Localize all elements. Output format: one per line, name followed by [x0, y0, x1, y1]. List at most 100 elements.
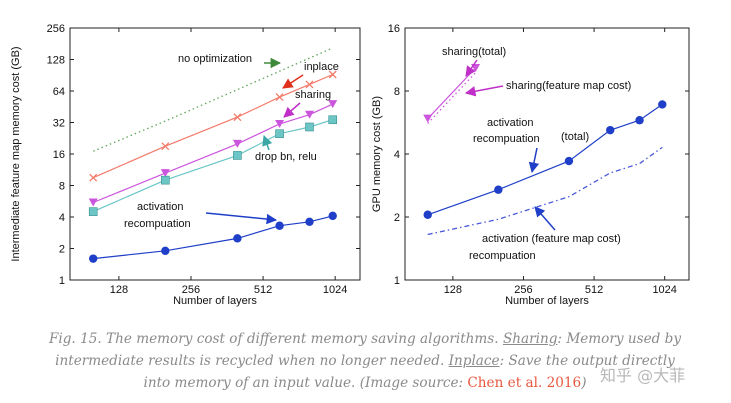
y-tick-label: 8	[59, 181, 65, 193]
arrow-activation	[205, 212, 278, 225]
arrow-sharing-total	[465, 59, 478, 77]
x-tick-label: 128	[444, 284, 462, 296]
caption-inplace-term: Inplace	[448, 353, 500, 369]
data-point-inplace	[328, 70, 337, 79]
y-tick-label: 2	[59, 244, 65, 256]
data-point-activation-recompuation	[89, 254, 98, 263]
y-tick-label: 128	[47, 55, 65, 67]
arrow-inplace	[282, 74, 304, 89]
data-point-activation-recompuation-total-	[564, 156, 574, 166]
left-ylabel: Intermediate feature map memory cost (GB…	[10, 46, 22, 261]
y-tick-label: 2	[394, 212, 400, 224]
label-sharing-total: sharing(total)	[442, 46, 506, 58]
data-point-inplace	[275, 93, 284, 102]
data-point-drop-bn-relu	[161, 175, 170, 185]
label-activation-total: activation	[487, 117, 533, 129]
x-tick-label: 512	[585, 284, 603, 296]
label-recompuation: recompuation	[124, 218, 191, 230]
caption-text-2: : Memory used by intermediate results is…	[55, 331, 682, 369]
caption-fig-number: Fig. 15.	[48, 331, 102, 347]
right-xlabel: Number of layers	[505, 295, 589, 307]
caption-sharing-term: Sharing	[502, 331, 558, 347]
label-no-optimization: no optimization	[178, 53, 252, 65]
x-tick-label: 128	[110, 284, 128, 296]
data-point-activation-recompuation-total-	[606, 125, 615, 135]
data-point-drop-bn-relu	[328, 115, 338, 125]
data-point-activation-recompuation-total-	[494, 185, 503, 194]
label-activation-feature-map-cost: activation (feature map cost)	[482, 233, 621, 245]
data-point-activation-recompuation	[275, 221, 284, 230]
series-line-activation-recompuation-total-	[427, 103, 663, 216]
arrow-activation-total	[528, 147, 540, 174]
arrow-drop-bn	[262, 135, 273, 151]
left-xlabel: Number of layers	[173, 295, 257, 307]
label-inplace: inplace	[304, 61, 339, 73]
series-line-sharing	[92, 103, 333, 204]
data-point-sharing-total-	[423, 114, 433, 123]
label-drop-bn-relu: drop bn, relu	[255, 151, 317, 163]
series-line-activation-recompuation-feature-map-cost-	[427, 146, 663, 236]
y-tick-label: 256	[47, 23, 65, 35]
series-line-sharing-feature-map-cost-	[427, 72, 477, 124]
data-point-drop-bn-relu	[305, 122, 314, 132]
caption-text-4: )	[581, 375, 587, 391]
series-line-drop-bn-relu	[92, 119, 333, 213]
data-point-activation-recompuation-total-	[423, 210, 432, 219]
data-point-activation-recompuation	[328, 211, 337, 221]
series-line-no-optimization	[92, 47, 333, 152]
data-point-sharing	[160, 169, 170, 178]
series-line-sharing-total-	[427, 67, 477, 120]
y-tick-label: 1	[59, 275, 65, 287]
citation-link[interactable]: Chen et al. 2016	[467, 375, 582, 391]
x-tick-label: 256	[514, 284, 532, 296]
y-tick-label: 16	[53, 149, 65, 161]
data-point-inplace	[161, 142, 170, 151]
data-point-inplace	[233, 113, 242, 122]
right-ylabel: GPU memory cost (GB)	[371, 96, 383, 212]
y-tick-label: 16	[388, 23, 400, 35]
series-line-inplace	[92, 73, 333, 179]
data-point-sharing	[305, 110, 315, 119]
data-point-drop-bn-relu	[275, 129, 284, 139]
data-point-drop-bn-relu	[88, 207, 98, 216]
figure: 128 256 512 1024 1 2 4 8 16 32 64 128 256 no optimiz…	[10, 23, 690, 307]
label-recompuation-total: recompuation	[473, 133, 540, 145]
arrow-sharing-feature	[464, 85, 504, 97]
y-tick-label: 4	[394, 149, 400, 161]
caption-text-3: : Save the output directly into memory o…	[143, 353, 675, 391]
arrow-sharing	[283, 102, 301, 118]
data-point-sharing	[232, 139, 242, 148]
data-point-sharing	[88, 198, 98, 207]
data-point-inplace	[89, 173, 98, 182]
x-tick-label: 512	[254, 284, 272, 296]
data-point-activation-recompuation-total-	[635, 116, 644, 125]
y-tick-label: 32	[53, 118, 65, 130]
caption-text-1: The memory cost of different memory savi…	[101, 331, 503, 347]
label-sharing-feature-map-cost: sharing(feature map cost)	[506, 80, 631, 92]
label-activation: activation	[137, 201, 183, 213]
x-tick-label: 1024	[323, 284, 347, 296]
x-tick-label: 256	[182, 284, 200, 296]
label-sharing: sharing	[295, 89, 331, 101]
arrow-activation-feature	[534, 206, 556, 231]
label-recompuation-feature: recompuation	[469, 250, 536, 262]
data-point-activation-recompuation-total-	[658, 100, 667, 109]
x-tick-label: 1024	[652, 284, 676, 296]
data-point-sharing	[275, 119, 285, 128]
y-tick-label: 4	[59, 212, 65, 224]
y-tick-label: 64	[53, 86, 65, 98]
data-point-activation-recompuation	[233, 234, 242, 243]
data-point-sharing	[328, 100, 338, 109]
figure-caption: Fig. 15. The memory cost of different me…	[40, 328, 690, 394]
data-point-activation-recompuation	[305, 217, 314, 226]
watermark: 知乎 @大菲	[600, 366, 686, 385]
y-tick-label: 8	[394, 86, 400, 98]
y-tick-label: 1	[394, 275, 400, 287]
left-chart: 128 256 512 1024 1 2 4 8 16 32 64 128 256 no optimiz…	[10, 23, 361, 307]
data-point-inplace	[305, 80, 314, 89]
right-chart: 128 256 512 1024 1 2 4 8 16 sharing(total) shari…	[371, 23, 690, 307]
data-point-drop-bn-relu	[233, 151, 242, 160]
data-point-activation-recompuation	[161, 246, 170, 256]
label-total: (total)	[561, 131, 589, 143]
